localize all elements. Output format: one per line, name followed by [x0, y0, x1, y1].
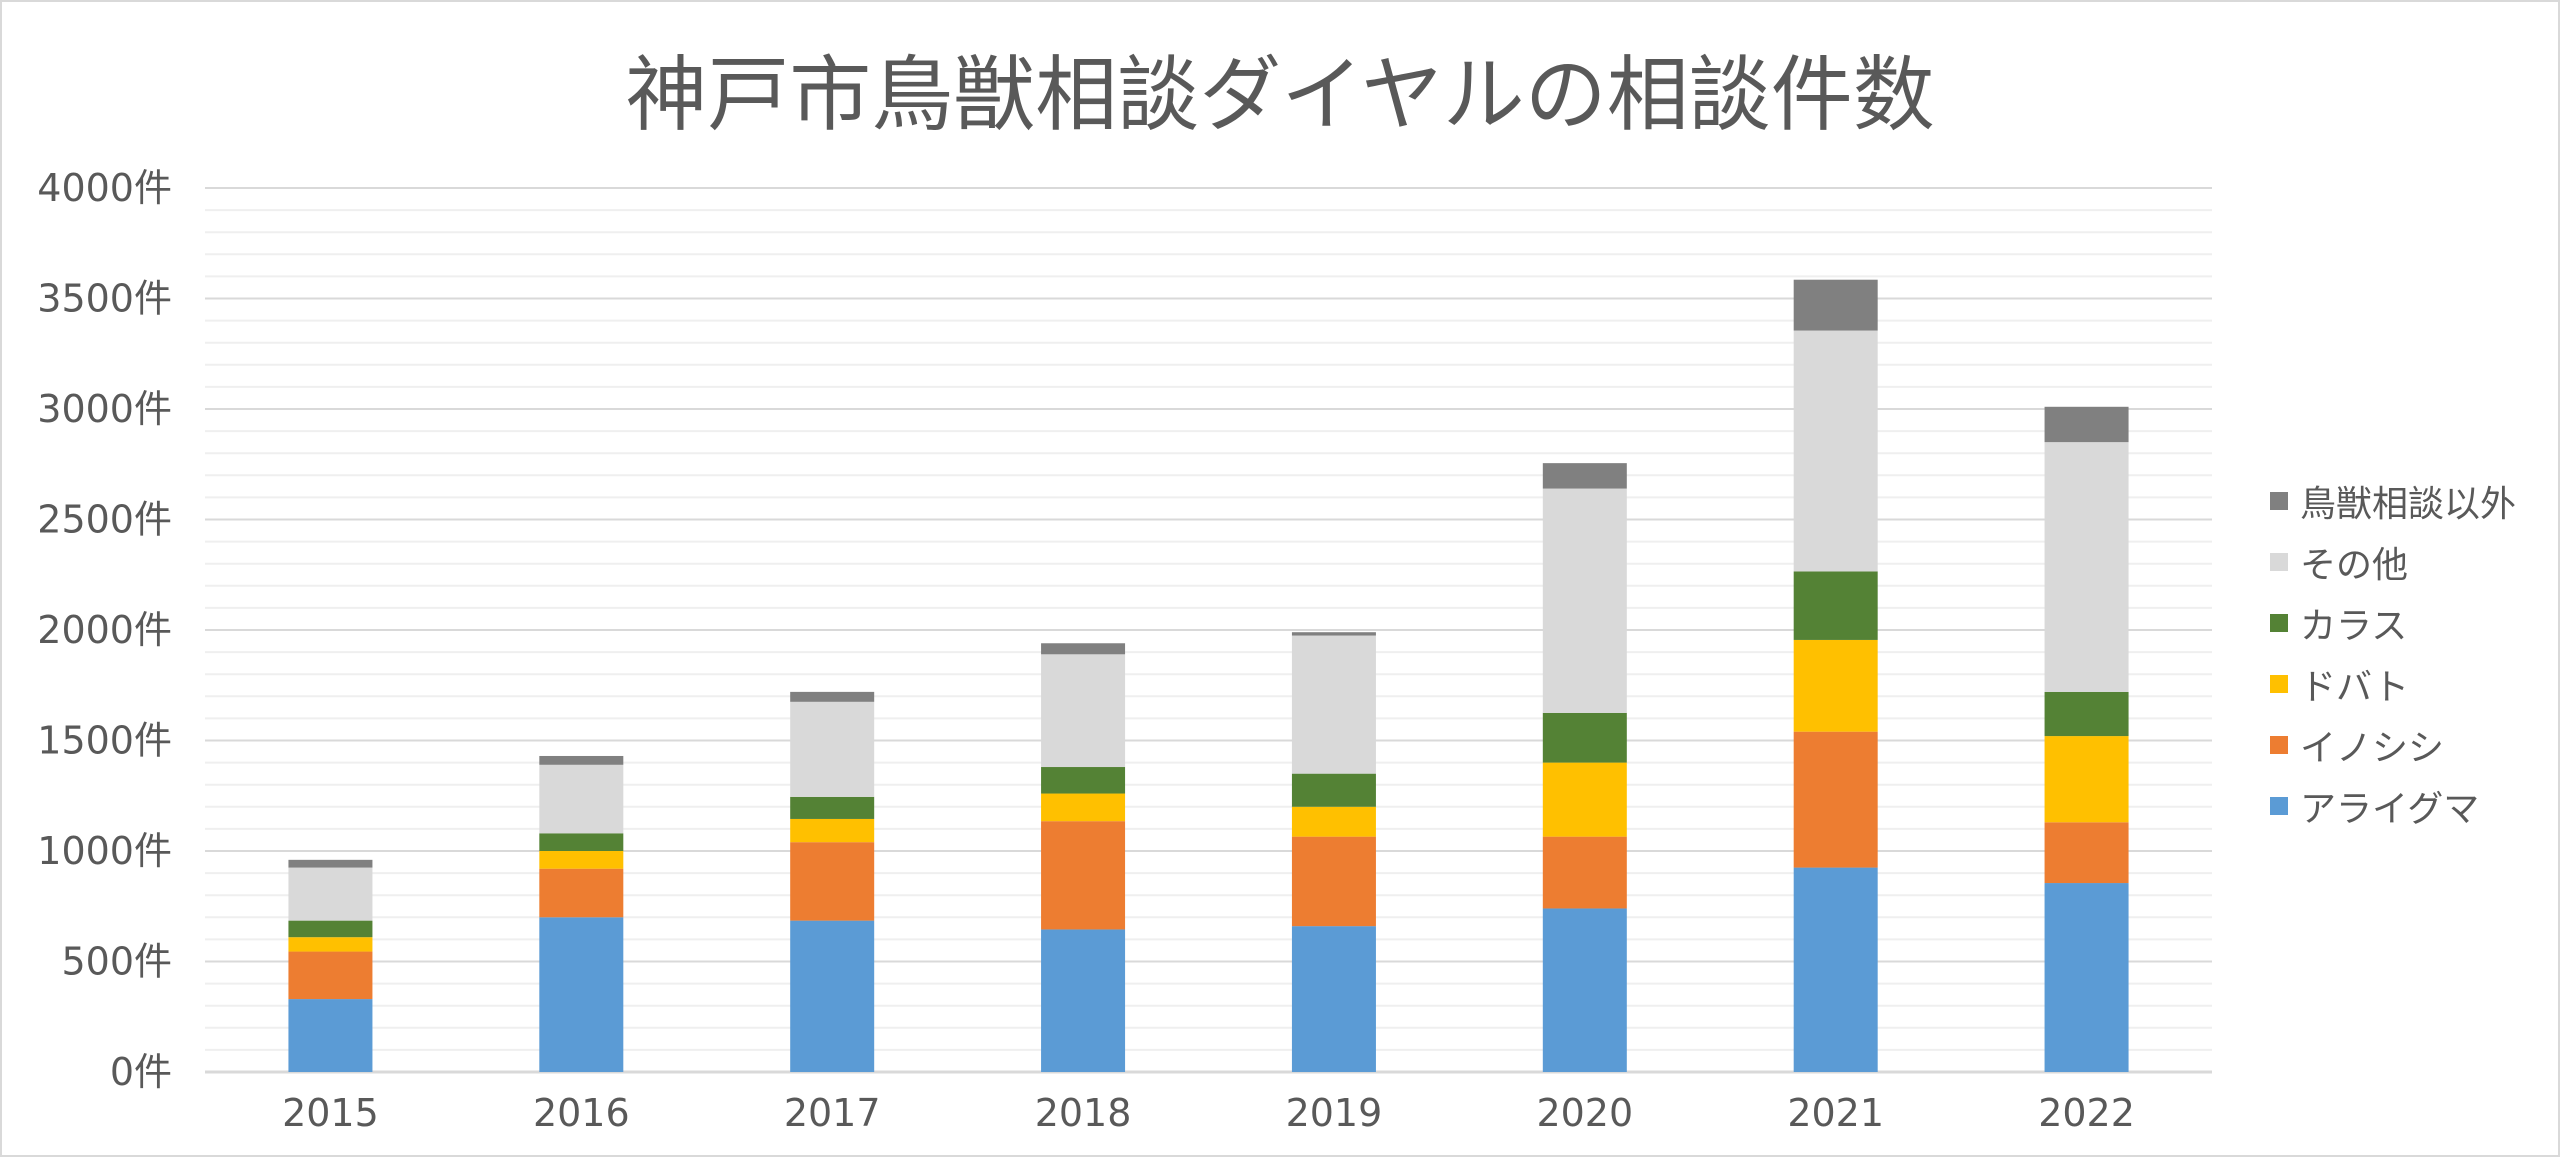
bar-segment	[539, 764, 624, 834]
legend-label: その他	[2300, 544, 2409, 586]
legend-item: その他	[2270, 531, 2516, 592]
bar-segment	[539, 755, 624, 765]
y-tick-label: 2500件	[37, 498, 172, 542]
x-tick-label: 2017	[784, 1091, 881, 1135]
bar-segment	[288, 951, 373, 1000]
y-tick-label: 1000件	[37, 829, 172, 873]
legend-swatch	[2270, 674, 2288, 693]
y-tick-label: 2000件	[37, 608, 172, 652]
bar-segment	[1291, 773, 1376, 807]
legend-label: カラス	[2300, 605, 2408, 647]
bar-segment	[2044, 883, 2129, 1072]
legend-swatch	[2270, 552, 2288, 571]
legend-swatch	[2270, 491, 2288, 510]
legend-item: カラス	[2270, 592, 2516, 653]
bar-segment	[1041, 793, 1126, 822]
bar-segment	[1041, 643, 1126, 655]
bar-segment	[1041, 821, 1126, 930]
bar-segment	[2044, 442, 2129, 692]
bar-segment	[1542, 712, 1627, 763]
bar-segment	[539, 868, 624, 918]
bar-segment	[288, 999, 373, 1072]
bar-segment	[1291, 926, 1376, 1072]
legend-swatch	[2270, 735, 2288, 754]
bar-segment	[790, 818, 875, 843]
bar-segment	[1793, 639, 1878, 732]
legend-item: アライグマ	[2270, 775, 2516, 836]
bar-segment	[1291, 836, 1376, 927]
legend-item: 鳥獣相談以外	[2270, 470, 2516, 531]
y-tick-label: 1500件	[37, 719, 172, 763]
legend-item: ドバト	[2270, 653, 2516, 714]
bar-segment	[1291, 632, 1376, 636]
bar-segment	[2044, 822, 2129, 884]
bar-segment	[1542, 836, 1627, 909]
legend-swatch	[2270, 613, 2288, 632]
bar-segment	[1793, 731, 1878, 868]
x-tick-label: 2018	[1035, 1091, 1132, 1135]
bar-segment	[288, 859, 373, 868]
x-tick-label: 2020	[1536, 1091, 1633, 1135]
bar-segment	[790, 796, 875, 819]
legend-swatch	[2270, 796, 2288, 815]
bar-segment	[1041, 654, 1126, 768]
bar-segment	[790, 842, 875, 921]
y-tick-label: 0件	[110, 1050, 172, 1094]
y-tick-label: 4000件	[37, 166, 172, 210]
bar-segment	[288, 920, 373, 938]
bar-segment	[1793, 279, 1878, 331]
x-tick-label: 2019	[1286, 1091, 1383, 1135]
legend-label: 鳥獣相談以外	[2300, 483, 2517, 525]
x-tick-label: 2016	[533, 1091, 630, 1135]
bar-segment	[2044, 406, 2129, 443]
bar-segment	[790, 691, 875, 702]
bar-segment	[1542, 908, 1627, 1072]
bar-segment	[1291, 635, 1376, 774]
bar-segment	[1041, 929, 1126, 1072]
bar-segment	[288, 937, 373, 952]
bar-segment	[2044, 691, 2129, 737]
legend-item: イノシシ	[2270, 714, 2516, 775]
x-tick-label: 2015	[282, 1091, 379, 1135]
y-tick-label: 3000件	[37, 387, 172, 431]
bar-segment	[1793, 867, 1878, 1072]
chart-title: 神戸市鳥獣相談ダイヤルの相談件数	[625, 48, 1935, 143]
bar-segment	[288, 867, 373, 921]
bar-segment	[1542, 488, 1627, 713]
bar-segment	[1793, 571, 1878, 640]
y-tick-label: 3500件	[37, 277, 172, 321]
bar-segment	[1041, 767, 1126, 794]
legend-label: ドバト	[2300, 666, 2410, 708]
x-tick-label: 2021	[1787, 1091, 1884, 1135]
x-tick-label: 2022	[2038, 1091, 2135, 1135]
y-tick-label: 500件	[61, 940, 172, 984]
legend-label: アライグマ	[2300, 788, 2480, 830]
bar-segment	[790, 701, 875, 797]
bar-segment	[2044, 736, 2129, 823]
bar-segment	[1793, 330, 1878, 572]
bar-segment	[1542, 463, 1627, 489]
bar-segment	[539, 851, 624, 869]
legend-label: イノシシ	[2300, 727, 2445, 769]
bar-segment	[539, 833, 624, 851]
bar-segment	[1542, 762, 1627, 837]
bar-segment	[1291, 806, 1376, 837]
bar-segment	[790, 920, 875, 1072]
bar-segment	[539, 917, 624, 1072]
chart-legend: 鳥獣相談以外 その他カラスドバトイノシシアライグマ	[2270, 470, 2516, 836]
